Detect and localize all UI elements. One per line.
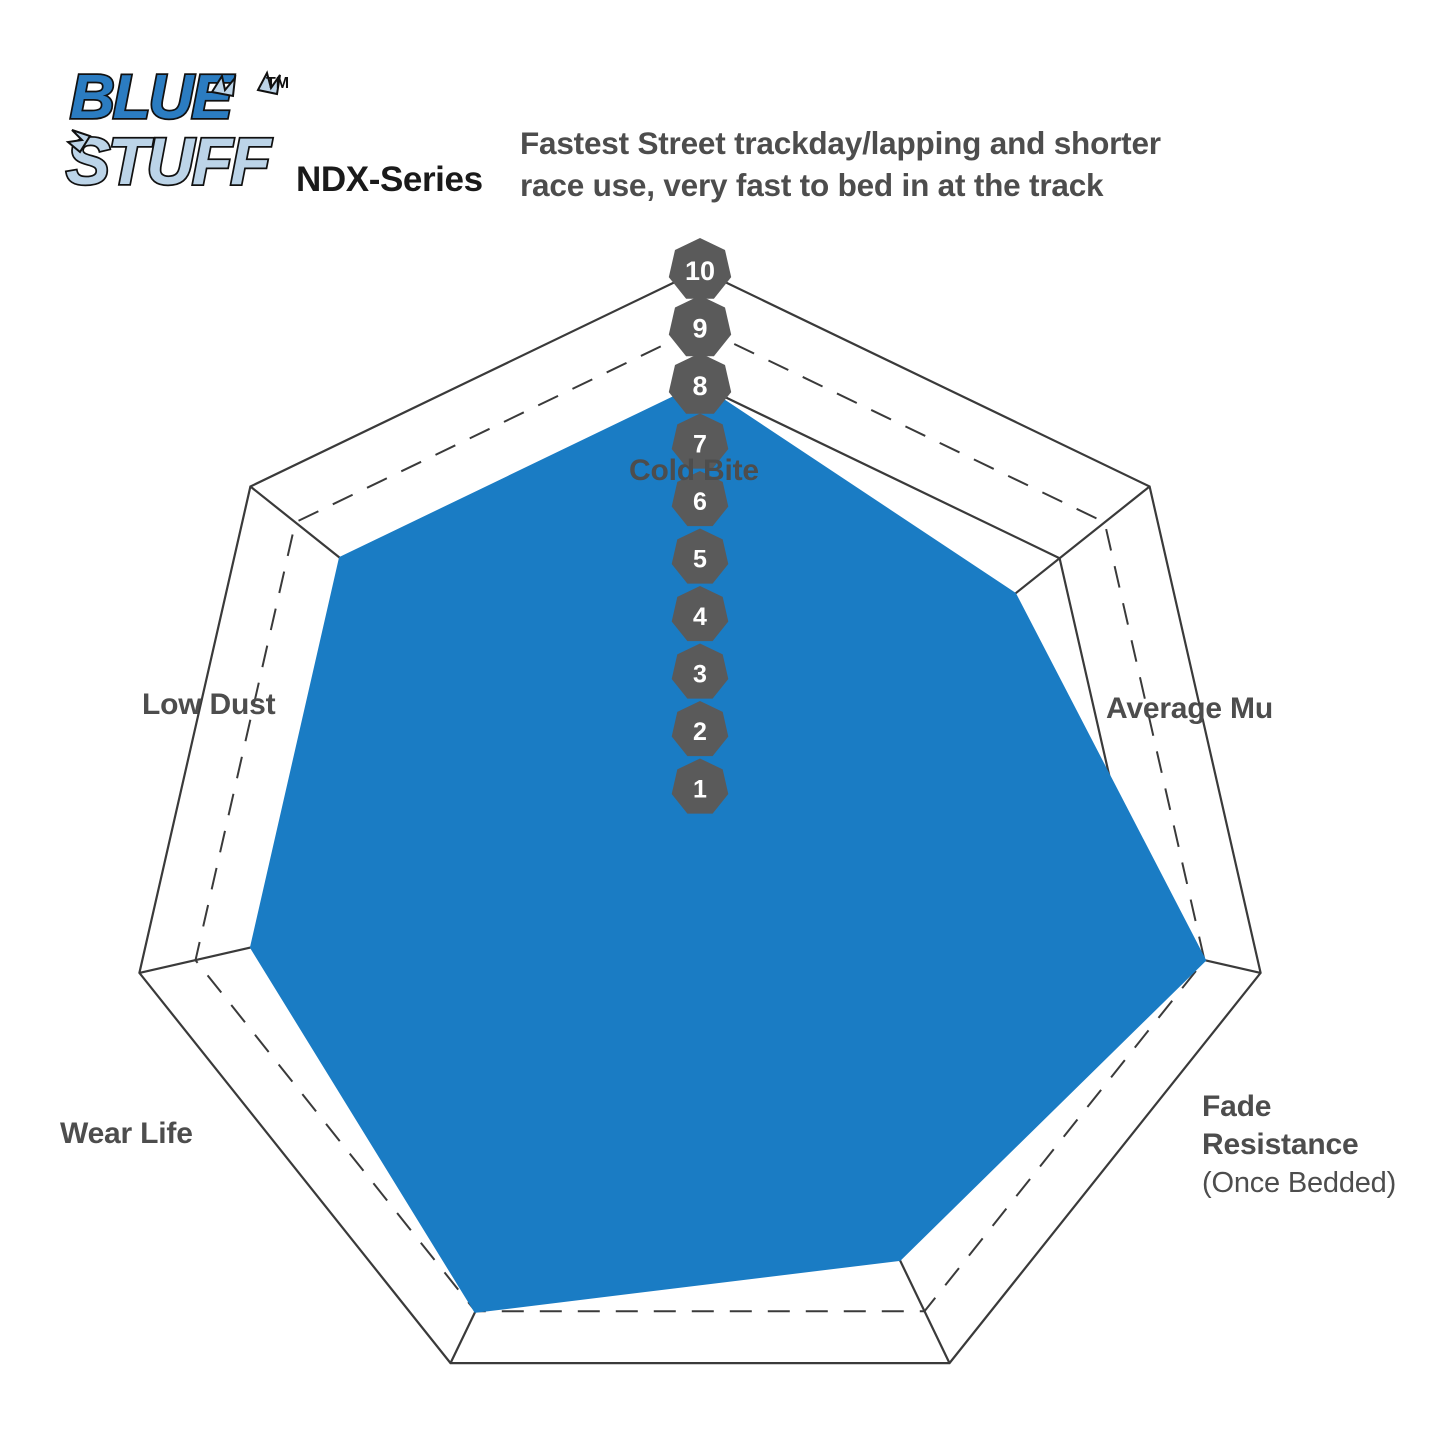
scale-badge-8: 8 xyxy=(668,353,732,414)
tagline-line-2: race use, very fast to bed in at the tra… xyxy=(520,167,1104,203)
series-name: NDX-Series xyxy=(296,160,483,199)
fade-line-2: Resistance xyxy=(1202,1128,1359,1161)
scale-badge-7: 7 xyxy=(671,413,729,469)
fade-sub-label: (Once Bedded) xyxy=(1202,1167,1397,1199)
scale-badge-9: 9 xyxy=(668,295,732,357)
svg-text:8: 8 xyxy=(692,371,707,401)
ring-level-9 xyxy=(194,326,1206,1313)
data-polygon-ndx xyxy=(249,383,1207,1313)
header: BLUE STUFF TM NDX-Series Fastest Street … xyxy=(0,0,1445,235)
svg-text:3: 3 xyxy=(693,661,707,689)
svg-text:1: 1 xyxy=(693,776,707,804)
logo-word-blue: BLUE xyxy=(68,61,238,134)
axis-label-fade-resistance: Fade Resistance (Once Bedded) xyxy=(1202,1088,1396,1202)
svg-text:7: 7 xyxy=(693,431,707,459)
radar-chart: 1 2 3 4 5 xyxy=(0,190,1445,1445)
blue-stuff-logo: BLUE STUFF TM xyxy=(62,48,312,208)
axis-label-low-dust: Low Dust xyxy=(142,688,276,721)
tagline-line-1: Fastest Street trackday/lapping and shor… xyxy=(520,125,1161,161)
blue-stuff-logo-svg: BLUE STUFF TM xyxy=(64,61,289,200)
svg-text:STUFF: STUFF xyxy=(66,124,272,198)
svg-text:5: 5 xyxy=(693,546,707,574)
svg-text:6: 6 xyxy=(693,488,707,516)
scale-badges: 1 2 3 4 5 xyxy=(668,238,732,814)
scale-badge-5: 5 xyxy=(671,528,729,584)
radar-chart-svg: 1 2 3 4 5 xyxy=(138,238,1262,1365)
svg-text:BLUE: BLUE xyxy=(70,63,234,132)
radar-data-series xyxy=(249,383,1207,1313)
scale-badge-6: 6 xyxy=(671,471,729,527)
fade-line-1: Fade xyxy=(1202,1090,1272,1123)
svg-text:4: 4 xyxy=(693,603,707,631)
scale-badge-1: 1 xyxy=(671,758,729,814)
scale-badge-2: 2 xyxy=(671,701,729,757)
axis-label-average-mu: Average Mu xyxy=(1106,692,1273,725)
svg-text:10: 10 xyxy=(685,256,715,286)
trademark-symbol: TM xyxy=(266,75,289,92)
svg-text:9: 9 xyxy=(692,314,707,344)
svg-text:2: 2 xyxy=(693,718,707,746)
axis-label-wear-life: Wear Life xyxy=(60,1117,193,1150)
axis-label-cold-bite: Cold Bite xyxy=(629,454,759,487)
logo-word-stuff: STUFF xyxy=(64,122,276,200)
ring-level-10 xyxy=(138,268,1262,1365)
scale-badge-4: 4 xyxy=(671,586,729,642)
scale-badge-10: 10 xyxy=(668,238,732,299)
tagline: Fastest Street trackday/lapping and shor… xyxy=(520,122,1260,206)
scale-badge-3: 3 xyxy=(671,643,729,699)
logo-flame-accents xyxy=(65,70,281,154)
